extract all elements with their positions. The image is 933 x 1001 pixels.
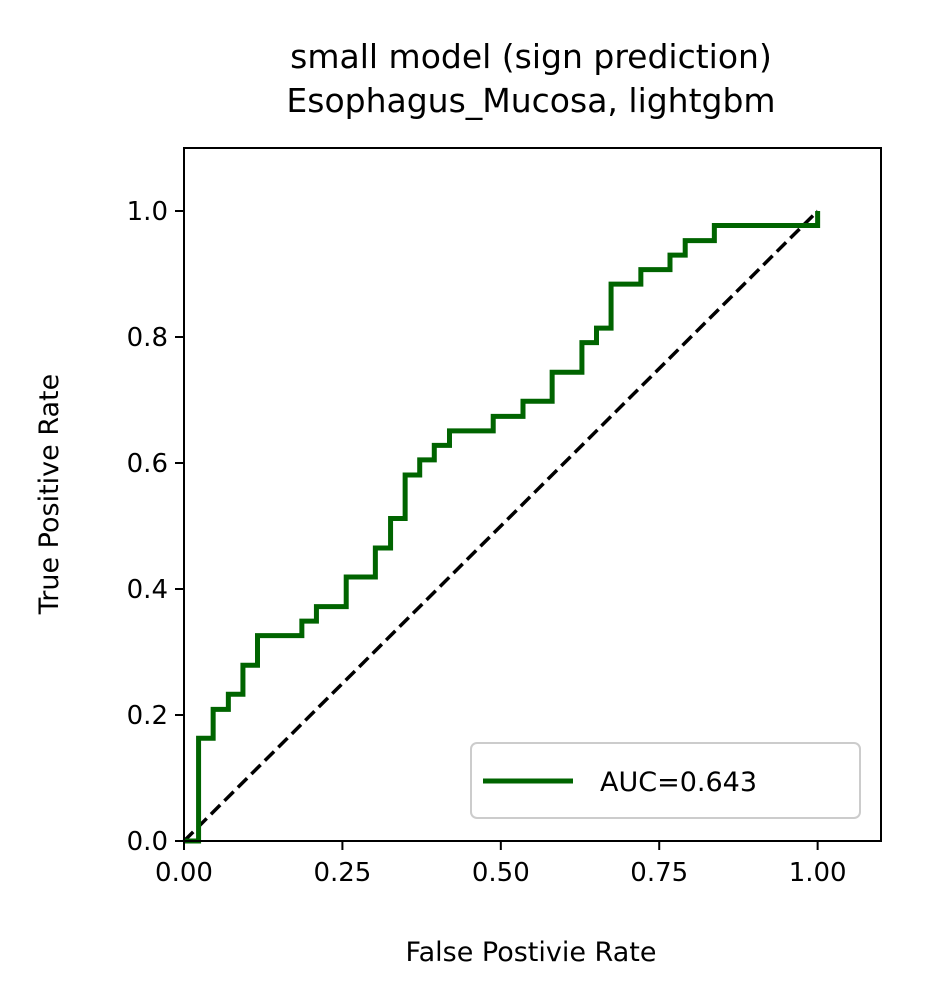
x-tick-label: 0.75	[630, 858, 688, 888]
y-tick-label: 0.0	[127, 827, 168, 857]
y-tick-label: 0.4	[127, 575, 168, 605]
chart-title-line2: Esophagus_Mucosa, lightgbm	[286, 81, 775, 120]
chart-title-line1: small model (sign prediction)	[290, 37, 772, 76]
legend: AUC=0.643	[470, 742, 861, 819]
roc-curve-line	[184, 211, 821, 844]
x-axis-ticks: 0.00 0.25 0.50 0.75 1.00	[155, 841, 847, 888]
diagonal-reference-line	[182, 209, 819, 843]
y-tick-label: 0.2	[127, 701, 168, 731]
x-tick-label: 0.00	[155, 858, 213, 888]
plot-area	[182, 209, 821, 844]
legend-label-roc: AUC=0.643	[600, 767, 757, 798]
x-tick-label: 0.25	[313, 858, 371, 888]
legend-box	[470, 742, 861, 819]
y-axis-ticks: 0.0 0.2 0.4 0.6 0.8 1.0	[127, 197, 184, 857]
plot-frame	[183, 147, 882, 842]
y-axis-label: True Positive Rate	[34, 374, 65, 616]
x-axis-label: False Postivie Rate	[406, 937, 657, 968]
y-tick-label: 0.6	[127, 449, 168, 479]
y-tick-label: 1.0	[127, 197, 168, 227]
x-tick-label: 0.50	[472, 858, 530, 888]
x-tick-label: 1.00	[789, 858, 847, 888]
y-tick-label: 0.8	[127, 323, 168, 353]
